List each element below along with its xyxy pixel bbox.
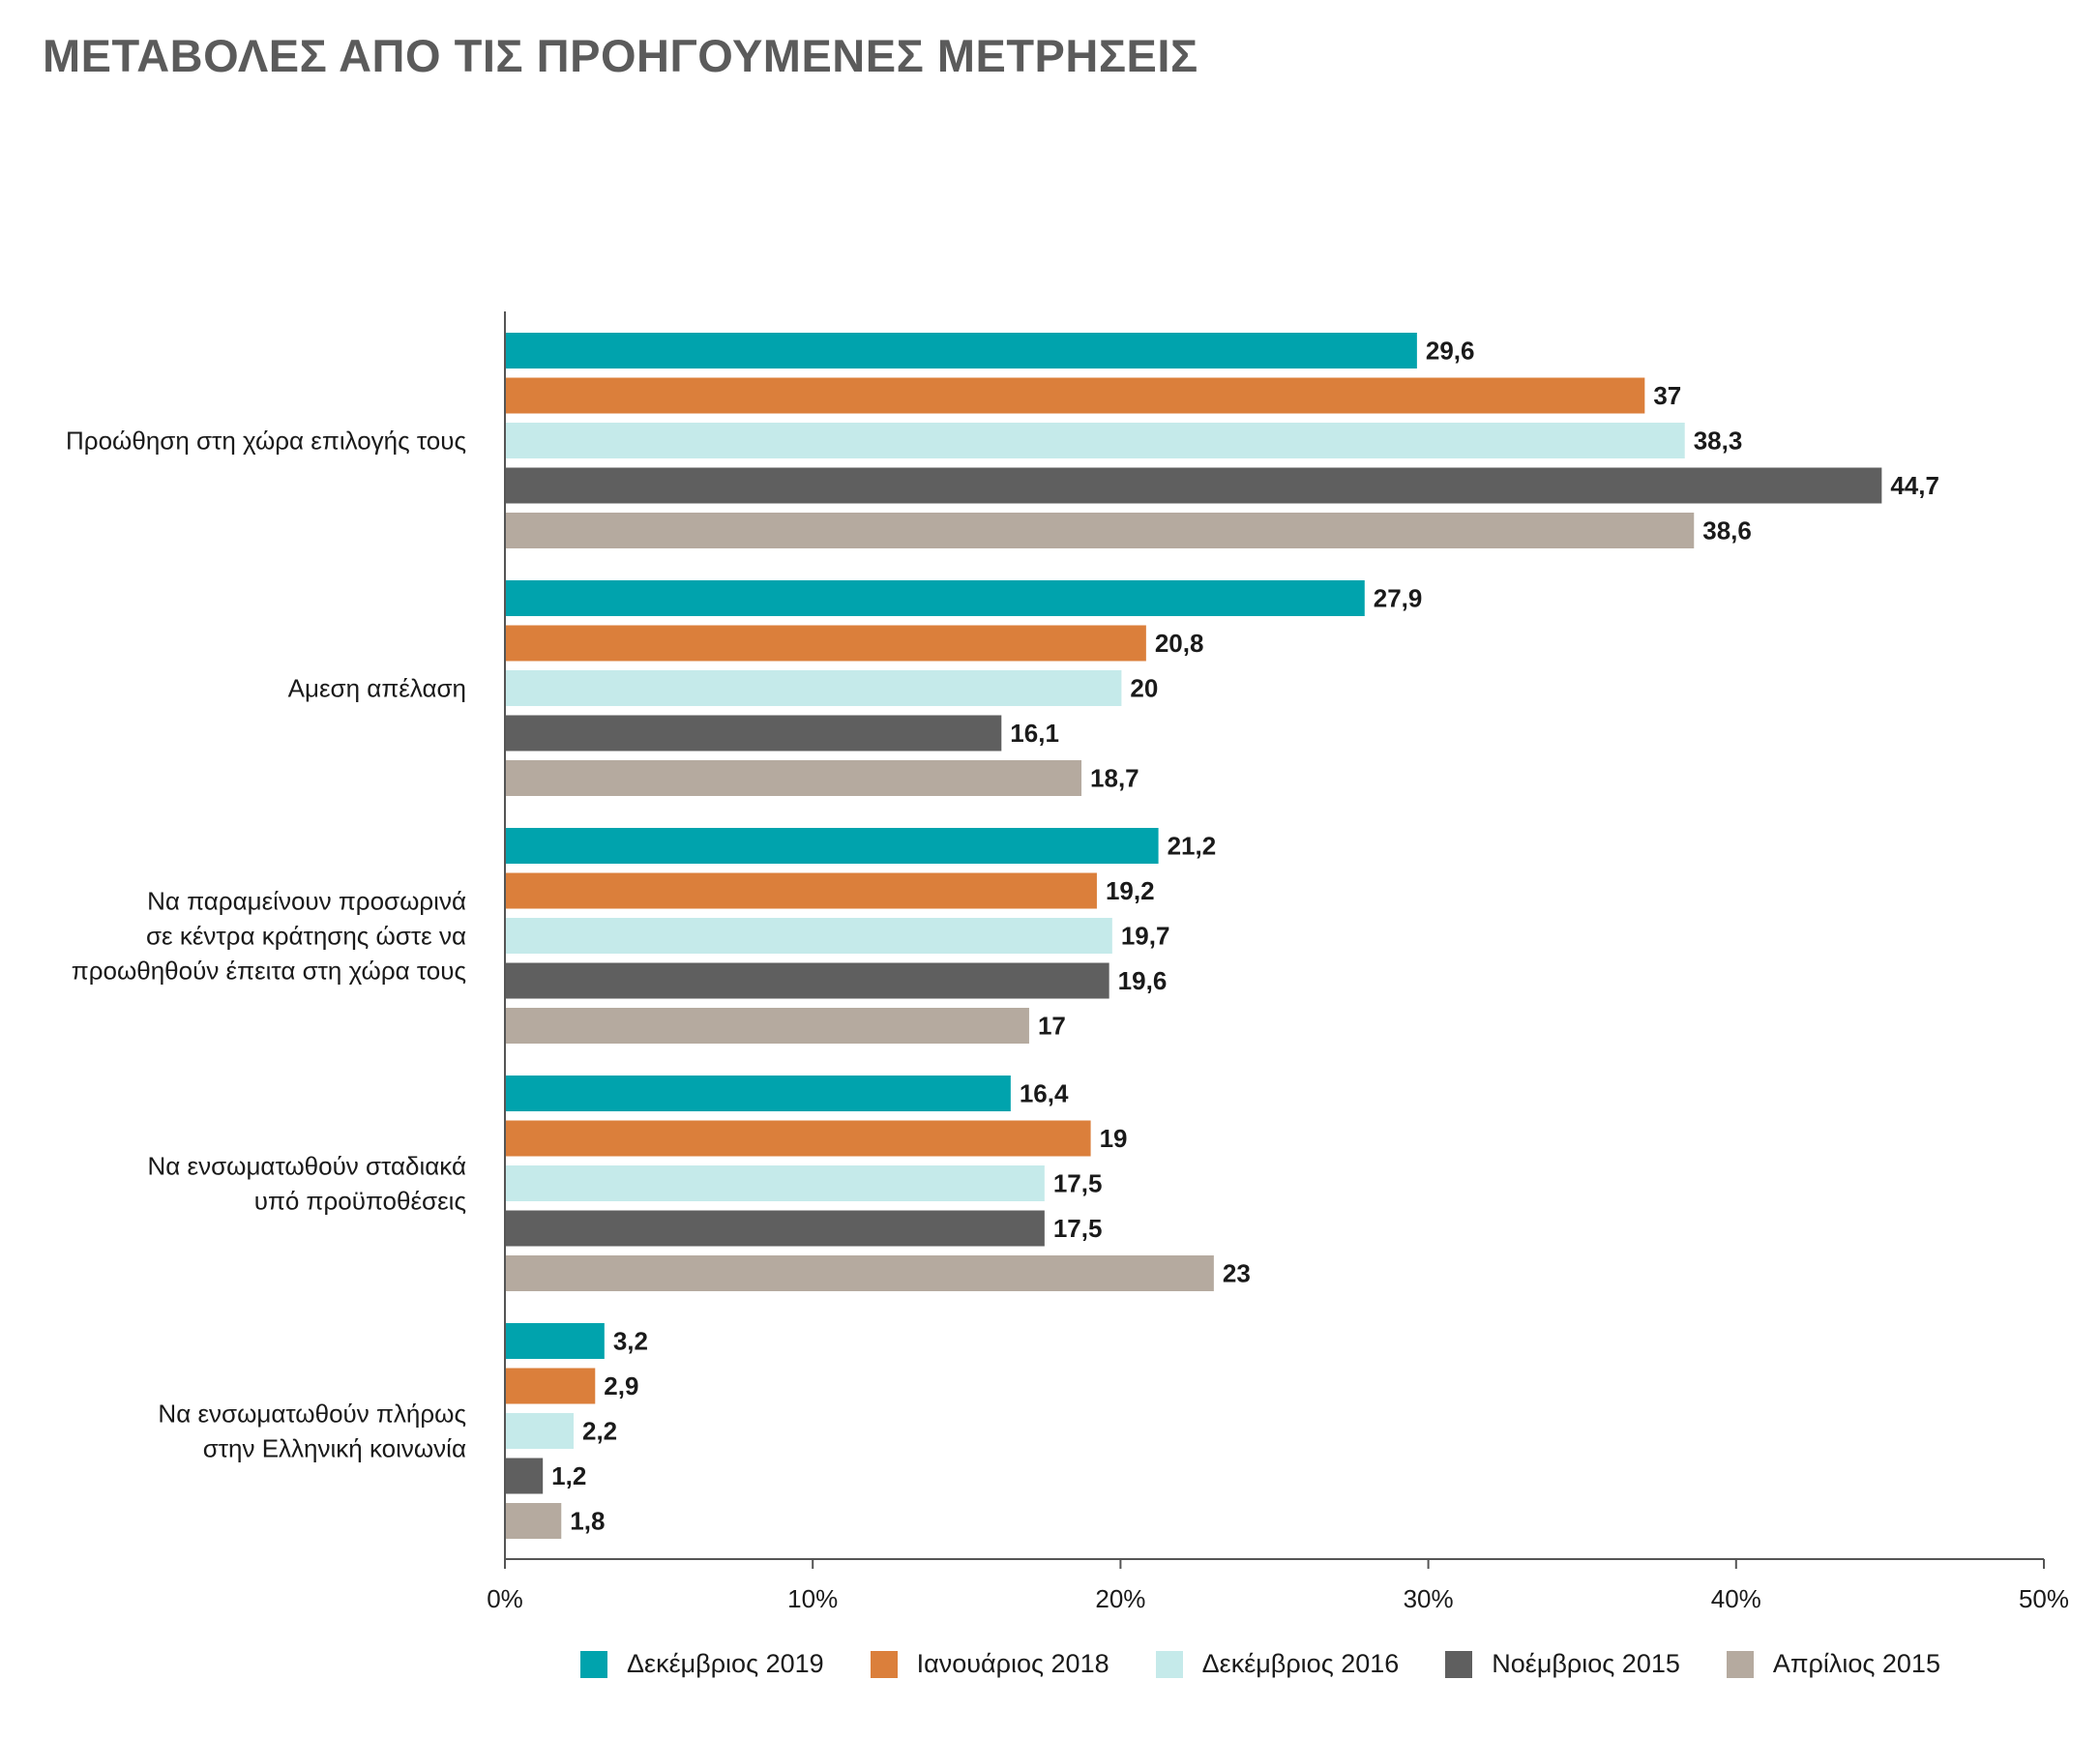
data-label: 20 [1130,674,1158,703]
bar [506,828,1159,864]
bar [506,580,1365,616]
bar [506,625,1146,662]
x-tick-label: 10% [787,1584,838,1613]
x-tick-label: 50% [2019,1584,2069,1613]
bar [506,1413,575,1449]
category-label: Αμεση απέλαση [288,674,466,703]
x-tick-label: 20% [1095,1584,1145,1613]
bar [506,1503,562,1539]
data-label: 20,8 [1155,629,1204,658]
data-label: 37 [1653,381,1681,410]
data-label: 2,9 [604,1371,638,1400]
chart-title: ΜΕΤΑΒΟΛΕΣ ΑΠΟ ΤΙΣ ΠΡΟΗΓΟΥΜΕΝΕΣ ΜΕΤΡΗΣΕΙΣ [43,30,1198,81]
data-label: 19,6 [1118,966,1168,995]
data-label: 44,7 [1890,471,1939,500]
bar [506,1323,605,1359]
legend-swatch [1445,1650,1473,1678]
category-label: προωθηθούν έπειτα στη χώρα τους [72,957,466,986]
x-tick-label: 0% [487,1584,523,1613]
bar [506,670,1122,706]
bar [506,872,1097,909]
bar [506,377,1645,414]
legend-item: Απρίλιος 2015 [1726,1649,1940,1679]
data-label: 19,2 [1106,876,1155,905]
data-label: 17,5 [1053,1214,1103,1243]
data-label: 23 [1223,1259,1251,1288]
data-label: 18,7 [1090,764,1139,793]
legend-swatch [580,1650,607,1678]
data-label: 17 [1038,1012,1066,1041]
category-label: υπό προϋποθέσεις [254,1187,466,1216]
x-tick-label: 30% [1404,1584,1454,1613]
legend-item: Νοέμβριος 2015 [1445,1649,1680,1679]
data-label: 16,1 [1010,719,1059,748]
data-label: 19,7 [1121,922,1170,951]
bar [506,1458,544,1494]
data-label: 16,4 [1020,1079,1069,1108]
bar [506,1210,1045,1247]
x-tick-label: 40% [1711,1584,1761,1613]
legend-swatch [1155,1650,1183,1678]
legend-swatch [870,1650,898,1678]
bar [506,1165,1045,1201]
bar [506,1120,1091,1157]
category-label: Να ενσωματωθούν σταδιακά [147,1152,466,1181]
bar [506,1076,1011,1111]
legend-label: Νοέμβριος 2015 [1492,1649,1680,1678]
bar [506,1368,596,1404]
legend-item: Δεκέμβριος 2019 [580,1649,824,1679]
legend-label: Απρίλιος 2015 [1772,1649,1940,1678]
data-label: 2,2 [582,1417,617,1446]
data-label: 1,2 [551,1461,586,1490]
data-label: 38,6 [1702,516,1752,545]
data-label: 38,3 [1694,427,1743,456]
category-label: Να παραμείνουν προσωρινά [147,887,466,916]
bar [506,962,1109,999]
bar [506,467,1882,504]
legend-item: Ιανουάριος 2018 [870,1649,1109,1679]
data-label: 29,6 [1426,337,1475,366]
legend-label: Δεκέμβριος 2019 [627,1649,824,1678]
bar [506,1255,1214,1291]
data-label: 17,5 [1053,1169,1103,1198]
category-label: στην Ελληνική κοινωνία [203,1434,466,1463]
data-label: 21,2 [1168,832,1217,861]
bar [506,715,1002,752]
data-label: 19 [1100,1124,1128,1153]
category-label: Προώθηση στη χώρα επιλογής τους [66,427,466,456]
category-label: σε κέντρα κράτησης ώστε να [146,922,466,951]
bar [506,918,1112,954]
bar [506,513,1695,548]
legend-item: Δεκέμβριος 2016 [1155,1649,1400,1679]
category-label: Να ενσωματωθούν πλήρως [158,1400,466,1429]
bar [506,1008,1029,1044]
bar [506,760,1082,796]
legend-label: Δεκέμβριος 2016 [1201,1649,1400,1678]
data-label: 27,9 [1374,584,1423,613]
data-label: 1,8 [570,1507,605,1536]
bar [506,423,1685,458]
bar-chart: 0% 10% 20% 30% 40% 50% 29,6 37 38,3 44,7 38,6 Προώθ… [66,311,2069,1613]
legend-swatch [1726,1650,1754,1678]
data-label: 3,2 [613,1327,648,1356]
bar [506,333,1417,368]
chart-legend: Δεκέμβριος 2019 Ιανουάριος 2018 Δεκέμβριος… [580,1649,1940,1679]
legend-label: Ιανουάριος 2018 [916,1649,1109,1678]
